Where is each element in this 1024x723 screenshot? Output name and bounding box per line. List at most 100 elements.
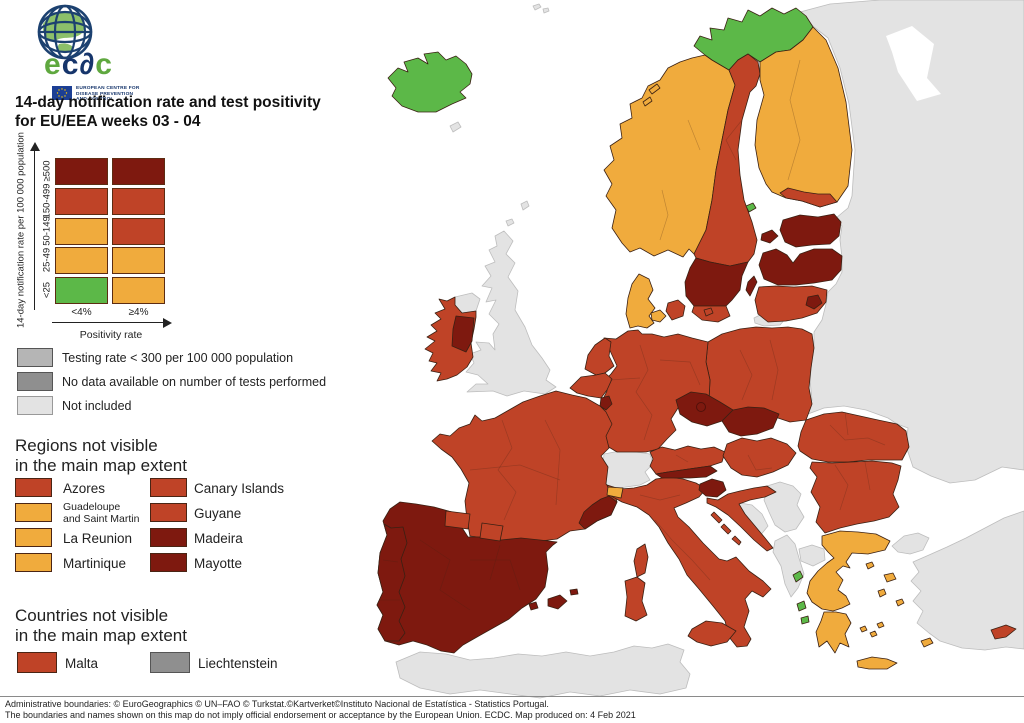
ecdc-globe-icon [37,4,93,60]
island-menorca [569,588,579,596]
islands-croatia-b [720,523,732,535]
matrix-row-label-50-149: 50-149 [41,216,53,246]
country-germany [600,329,711,453]
island-sardinia [624,576,648,622]
country-hungary [722,437,797,478]
islands-lofoten-a [648,83,661,95]
island-gotland [745,275,758,297]
prague-city-ring [696,402,706,412]
islands-croatia-c [731,535,742,546]
island-samos [895,598,905,607]
footer-divider [0,696,1024,697]
matrix-cell-lt25-lt4 [55,277,108,304]
region-austria-south [655,465,718,479]
legend-swatch-malta [17,652,57,673]
region-sweden-south [684,257,749,307]
matrix-cell-50-lt4 [55,218,108,245]
island-funen [650,309,667,323]
footer-attribution: Administrative boundaries: © EuroGeograp… [5,699,549,709]
island-limnos [865,561,875,570]
matrix-cell-25-lt4 [55,247,108,274]
country-netherlands [584,337,615,376]
islands-orkney [505,218,515,227]
country-montenegro-albania [772,534,805,598]
legend-swatch-testing-rate [17,348,53,367]
region-north-africa [395,643,691,699]
country-united-kingdom [465,230,557,397]
island-cyclades-c [876,621,885,629]
island-rhodes [920,637,934,648]
islands-aland [745,202,757,213]
island-lesbos [883,572,897,583]
legend-label-madeira: Madeira [194,531,243,546]
legend-label-la-reunion: La Reunion [63,531,133,546]
y-axis-arrow-icon [30,142,40,151]
legend-swatch-la-reunion [15,528,52,547]
eu-flag-icon [52,86,72,100]
legend-swatch-mayotte [150,553,187,572]
x-axis-label: Positivity rate [79,329,143,341]
islands-faroe [449,121,462,133]
legend-swatch-liechtenstein [150,652,190,673]
legend-label-mayotte: Mayotte [194,556,243,571]
matrix-col-label-lt4: <4% [71,307,92,318]
island-sicily [687,620,737,647]
region-ireland-east [451,315,475,353]
country-north-macedonia [798,544,826,567]
legend-label-not-included: Not included [62,399,132,413]
island-zakynthos [800,615,810,625]
region-spain-north-a [444,510,471,530]
matrix-row-label-150-499: 150-499 [41,183,53,219]
region-vilnius [805,294,823,310]
legend-swatch-madeira [150,528,187,547]
country-denmark [625,273,656,329]
map-title-line1: 14-day notification rate and test positi… [15,94,321,111]
matrix-col-label-ge4: ≥4% [128,307,149,318]
island-bornholm [703,307,714,317]
country-norway [603,54,736,258]
legend-label-guyane: Guyane [194,506,242,521]
matrix-cell-500-ge4 [112,158,165,185]
legend-label-canary-islands: Canary Islands [194,481,285,496]
legend-swatch-no-data [17,372,53,391]
ecdc-logo: ec∂c EUROPEAN CENTRE FOR DISEASE PREVENT… [14,4,164,102]
legend-swatch-azores [15,478,52,497]
country-estonia [779,213,842,248]
island-cyclades-b [869,630,878,638]
countries-section-heading: Countries not visible in the main map ex… [15,606,187,646]
islands-svalbard-b [542,7,550,14]
country-bulgaria [809,460,902,534]
ecdc-wordmark: ec∂c [44,48,113,81]
legend-label-martinique: Martinique [63,556,127,571]
legend-label-liechtenstein: Liechtenstein [198,656,278,671]
country-romania [797,411,910,463]
legend-swatch-canary-islands [150,478,187,497]
legend-label-azores: Azores [63,481,106,496]
island-corfu [792,570,804,583]
country-sweden-north [693,53,761,267]
islands-croatia-a [710,511,723,524]
legend-swatch-not-included [17,396,53,415]
country-iceland [387,51,473,113]
country-croatia [706,485,777,552]
legend-label-testing-rate: Testing rate < 300 per 100 000 populatio… [62,351,294,365]
matrix-cell-50-ge4 [112,218,165,245]
island-cyclades-a [859,625,868,633]
matrix-row-label-500: ≥500 [41,160,53,182]
legend-swatch-guadeloupe [15,503,52,522]
ecdc-logo-subtitle: EUROPEAN CENTRE FOR DISEASE PREVENTION A… [76,86,140,103]
island-zealand [665,299,686,321]
regions-section-heading: Regions not visible in the main map exte… [15,436,187,476]
country-portugal [376,523,408,642]
island-chios [877,588,887,598]
matrix-row-label-lt25: <25 [41,281,53,299]
matrix-cell-500-lt4 [55,158,108,185]
country-luxembourg [599,395,613,411]
country-lithuania [754,285,828,323]
region-boundaries [380,59,886,611]
x-axis-line [52,322,164,324]
matrix-cell-150-ge4 [112,188,165,215]
region-peloponnese [815,611,852,654]
